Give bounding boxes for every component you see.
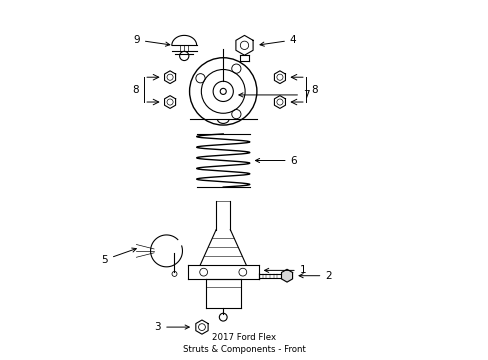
Polygon shape — [281, 269, 292, 282]
Text: 8: 8 — [311, 85, 317, 95]
Text: 6: 6 — [255, 156, 297, 166]
Text: 4: 4 — [260, 35, 296, 46]
Text: 3: 3 — [154, 322, 189, 332]
Text: 7: 7 — [239, 90, 309, 100]
Text: 9: 9 — [133, 35, 169, 46]
Text: 5: 5 — [101, 248, 136, 265]
Text: 2017 Ford Flex
Struts & Components - Front: 2017 Ford Flex Struts & Components - Fro… — [183, 333, 305, 354]
Text: 2: 2 — [299, 271, 331, 281]
Text: 1: 1 — [264, 265, 305, 275]
Text: 8: 8 — [132, 85, 139, 95]
